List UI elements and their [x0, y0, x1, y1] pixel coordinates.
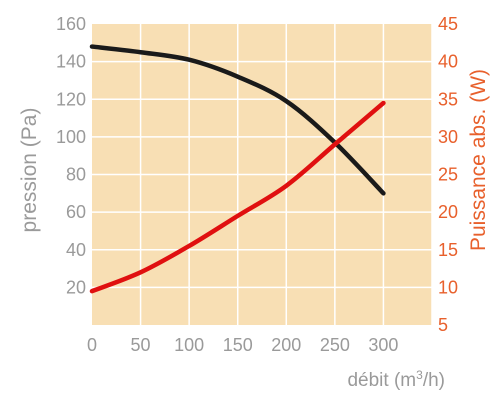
x-tick-labels: 0 50 100 150 200 250 300 [87, 335, 398, 355]
y-right-tick-label: 45 [438, 14, 458, 34]
grid-lines [92, 24, 433, 325]
y-right-tick-label: 40 [438, 52, 458, 72]
x-axis-label-end: /h) [423, 370, 445, 391]
y-left-tick-label: 40 [66, 240, 86, 260]
y-left-tick-label: 160 [56, 14, 86, 34]
y-right-tick-label: 30 [438, 127, 458, 147]
y-left-tick-label: 100 [56, 127, 86, 147]
x-axis-label: débit (m3/h) [347, 368, 445, 391]
y-right-tick-label: 10 [438, 277, 458, 297]
y-right-tick-label: 25 [438, 165, 458, 185]
y-left-tick-label: 140 [56, 52, 86, 72]
y-right-tick-label: 5 [438, 315, 448, 335]
y-axis-right-label: Puissance abs. (W) [467, 69, 490, 251]
y-left-tick-label: 60 [66, 202, 86, 222]
x-tick-label: 200 [271, 335, 301, 355]
y-right-tick-label: 15 [438, 240, 458, 260]
x-tick-label: 150 [223, 335, 253, 355]
x-tick-label: 0 [87, 335, 97, 355]
x-axis-label-main: débit (m [347, 370, 416, 391]
y-right-tick-label: 35 [438, 89, 458, 109]
y-left-tick-label: 80 [66, 165, 86, 185]
x-tick-label: 50 [131, 335, 151, 355]
x-tick-label: 250 [320, 335, 350, 355]
x-tick-label: 300 [368, 335, 398, 355]
power-series-line [89, 100, 386, 294]
y-left-tick-label: 120 [56, 89, 86, 109]
series-layer [89, 44, 386, 294]
x-axis-label-sup: 3 [416, 368, 423, 382]
y-right-tick-label: 20 [438, 202, 458, 222]
y-left-tick-label: 20 [66, 277, 86, 297]
x-tick-label: 100 [174, 335, 204, 355]
y-right-tick-labels: 5 10 15 20 25 30 35 40 45 [438, 14, 458, 335]
y-left-tick-labels: 20 40 60 80 100 120 140 160 [56, 14, 86, 297]
y-axis-left-label: pression (Pa) [18, 108, 41, 233]
